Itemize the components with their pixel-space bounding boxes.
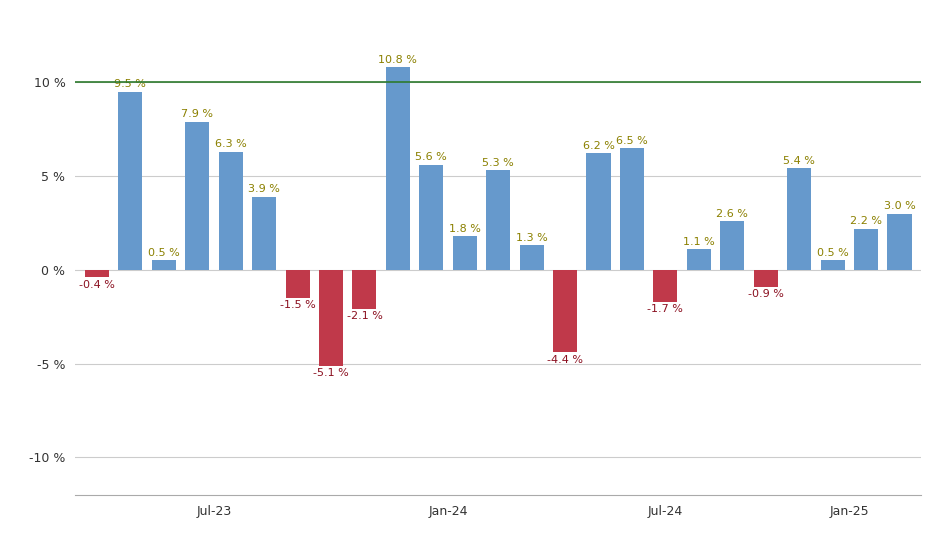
Text: -1.7 %: -1.7 % xyxy=(648,304,683,314)
Text: 0.5 %: 0.5 % xyxy=(817,248,849,258)
Text: 0.5 %: 0.5 % xyxy=(148,248,180,258)
Bar xyxy=(887,213,912,270)
Bar xyxy=(619,148,644,270)
Bar xyxy=(754,270,777,287)
Text: -4.4 %: -4.4 % xyxy=(547,355,583,365)
Text: 1.8 %: 1.8 % xyxy=(448,224,480,234)
Text: 6.3 %: 6.3 % xyxy=(215,139,246,150)
Bar xyxy=(151,261,176,270)
Bar xyxy=(118,91,143,270)
Text: 1.3 %: 1.3 % xyxy=(516,233,547,243)
Bar xyxy=(453,236,477,270)
Bar xyxy=(385,67,410,270)
Text: 2.2 %: 2.2 % xyxy=(850,216,882,226)
Bar xyxy=(419,165,444,270)
Text: 6.5 %: 6.5 % xyxy=(616,136,648,146)
Text: -0.4 %: -0.4 % xyxy=(79,279,115,290)
Text: 2.6 %: 2.6 % xyxy=(716,209,748,219)
Bar xyxy=(553,270,577,353)
Bar xyxy=(520,245,543,270)
Bar xyxy=(587,153,611,270)
Text: 9.5 %: 9.5 % xyxy=(115,79,147,89)
Text: -2.1 %: -2.1 % xyxy=(347,311,383,322)
Bar xyxy=(352,270,377,309)
Bar xyxy=(185,122,210,270)
Text: 3.0 %: 3.0 % xyxy=(884,201,916,211)
Bar xyxy=(319,270,343,366)
Bar xyxy=(787,168,811,270)
Bar xyxy=(85,270,109,277)
Text: -5.1 %: -5.1 % xyxy=(313,368,349,378)
Text: 5.4 %: 5.4 % xyxy=(783,156,815,166)
Bar xyxy=(286,270,309,298)
Bar xyxy=(252,197,276,270)
Text: -1.5 %: -1.5 % xyxy=(280,300,316,310)
Text: 7.9 %: 7.9 % xyxy=(181,109,213,119)
Bar xyxy=(687,249,711,270)
Text: -0.9 %: -0.9 % xyxy=(748,289,784,299)
Text: 1.1 %: 1.1 % xyxy=(683,237,714,247)
Bar xyxy=(219,152,243,270)
Text: 5.3 %: 5.3 % xyxy=(482,158,514,168)
Bar xyxy=(486,170,510,270)
Text: 5.6 %: 5.6 % xyxy=(415,152,447,162)
Text: 3.9 %: 3.9 % xyxy=(248,184,280,194)
Bar xyxy=(720,221,744,270)
Text: 6.2 %: 6.2 % xyxy=(583,141,615,151)
Bar xyxy=(854,229,878,270)
Text: 10.8 %: 10.8 % xyxy=(379,55,417,65)
Bar xyxy=(821,261,845,270)
Bar xyxy=(653,270,678,302)
